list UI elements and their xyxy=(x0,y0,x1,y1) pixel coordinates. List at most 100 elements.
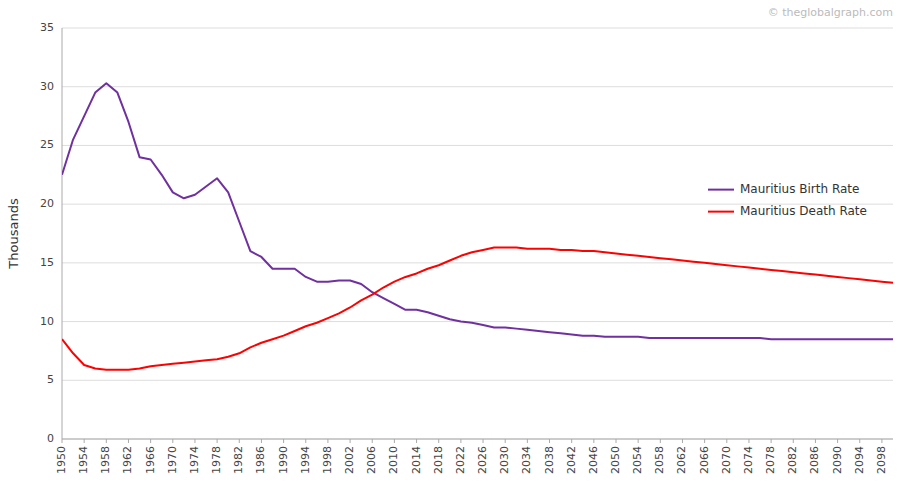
lines xyxy=(62,83,893,370)
y-tick-label: 15 xyxy=(40,256,54,269)
x-tick xyxy=(859,439,860,443)
x-tick-label: 1954 xyxy=(77,446,90,474)
x-tick xyxy=(394,439,395,443)
x-tick-label: 2034 xyxy=(520,446,533,474)
grid-line xyxy=(62,262,893,263)
x-tick-label: 2046 xyxy=(587,446,600,474)
x-tick-label: 2094 xyxy=(853,446,866,474)
x-tick xyxy=(283,439,284,443)
line xyxy=(62,83,893,339)
y-tick-label: 0 xyxy=(47,432,54,445)
x-tick-label: 2038 xyxy=(543,446,556,474)
grid-line xyxy=(62,86,893,87)
y-tick-label: 10 xyxy=(40,315,54,328)
x-tick xyxy=(571,439,572,443)
x-tick-label: 2074 xyxy=(742,446,755,474)
x-tick xyxy=(128,439,129,443)
grid-line xyxy=(62,145,893,146)
x-tick-label: 2006 xyxy=(365,446,378,474)
legend-swatch xyxy=(708,211,734,213)
x-tick xyxy=(527,439,528,443)
x-tick-label: 2070 xyxy=(720,446,733,474)
x-tick xyxy=(549,439,550,443)
x-tick-label: 2022 xyxy=(454,446,467,474)
x-tick-label: 2018 xyxy=(432,446,445,474)
x-tick xyxy=(172,439,173,443)
x-tick-label: 1970 xyxy=(166,446,179,474)
x-tick-label: 2014 xyxy=(410,446,423,474)
x-tick-label: 2010 xyxy=(387,446,400,474)
x-tick-label: 1966 xyxy=(144,446,157,474)
grid-line xyxy=(62,380,893,381)
grid-line xyxy=(62,321,893,322)
y-tick-label: 5 xyxy=(47,373,54,386)
y-tick-label: 30 xyxy=(40,80,54,93)
x-tick-label: 1998 xyxy=(321,446,334,474)
y-axis-title: Thousands xyxy=(6,198,21,270)
x-tick xyxy=(305,439,306,443)
x-tick xyxy=(261,439,262,443)
x-tick xyxy=(593,439,594,443)
x-tick-label: 2030 xyxy=(498,446,511,474)
grid-line xyxy=(62,28,893,29)
legend-label: Mauritius Death Rate xyxy=(740,204,867,218)
x-tick xyxy=(638,439,639,443)
x-tick xyxy=(837,439,838,443)
x-tick xyxy=(194,439,195,443)
x-tick-label: 1990 xyxy=(277,446,290,474)
x-tick xyxy=(771,439,772,443)
line xyxy=(62,248,893,370)
x-tick-label: 2098 xyxy=(875,446,888,474)
x-ticks: 1950 1954 1958 1962 1966 1970 1974 1978 1982 1986… xyxy=(55,439,888,474)
x-tick-label: 2002 xyxy=(343,446,356,474)
x-tick-label: 2058 xyxy=(653,446,666,474)
x-tick-label: 1974 xyxy=(188,446,201,474)
legend: Mauritius Birth Rate Mauritius Death Rate xyxy=(708,182,867,218)
x-tick xyxy=(505,439,506,443)
y-tick-label: 25 xyxy=(40,138,54,151)
x-tick-label: 2050 xyxy=(609,446,622,474)
x-tick xyxy=(106,439,107,443)
grid-line xyxy=(62,439,893,440)
x-tick-label: 1978 xyxy=(210,446,223,474)
x-tick xyxy=(150,439,151,443)
x-tick xyxy=(460,439,461,443)
x-tick xyxy=(217,439,218,443)
x-tick-label: 2042 xyxy=(565,446,578,474)
x-tick-label: 1986 xyxy=(254,446,267,474)
x-tick xyxy=(416,439,417,443)
y-ticks: 0 5 10 15 20 25 30 35 xyxy=(40,21,54,445)
x-tick-label: 2082 xyxy=(786,446,799,474)
y-tick-label: 20 xyxy=(40,197,54,210)
y-tick-label: 35 xyxy=(40,21,54,34)
x-tick-label: 2026 xyxy=(476,446,489,474)
x-tick xyxy=(660,439,661,443)
chart: 0510152025303519501954195819621966197019… xyxy=(0,0,911,491)
legend-label: Mauritius Birth Rate xyxy=(740,182,859,196)
x-tick xyxy=(372,439,373,443)
x-tick-label: 1982 xyxy=(232,446,245,474)
watermark: © theglobalgraph.com xyxy=(768,6,893,19)
x-tick xyxy=(616,439,617,443)
x-tick-label: 1950 xyxy=(55,446,68,474)
x-tick xyxy=(793,439,794,443)
x-tick xyxy=(350,439,351,443)
x-tick xyxy=(62,439,63,443)
x-tick xyxy=(815,439,816,443)
x-tick-label: 2090 xyxy=(831,446,844,474)
grid xyxy=(62,28,893,439)
x-tick xyxy=(438,439,439,443)
x-tick-label: 1958 xyxy=(99,446,112,474)
x-tick xyxy=(84,439,85,443)
x-tick xyxy=(682,439,683,443)
x-tick-label: 1962 xyxy=(121,446,134,474)
x-tick-label: 2062 xyxy=(675,446,688,474)
x-tick xyxy=(239,439,240,443)
x-tick xyxy=(881,439,882,443)
x-tick xyxy=(327,439,328,443)
x-tick-label: 2078 xyxy=(764,446,777,474)
x-tick xyxy=(748,439,749,443)
legend-swatch xyxy=(708,189,734,191)
x-axis xyxy=(62,439,893,440)
x-tick-label: 2054 xyxy=(631,446,644,474)
